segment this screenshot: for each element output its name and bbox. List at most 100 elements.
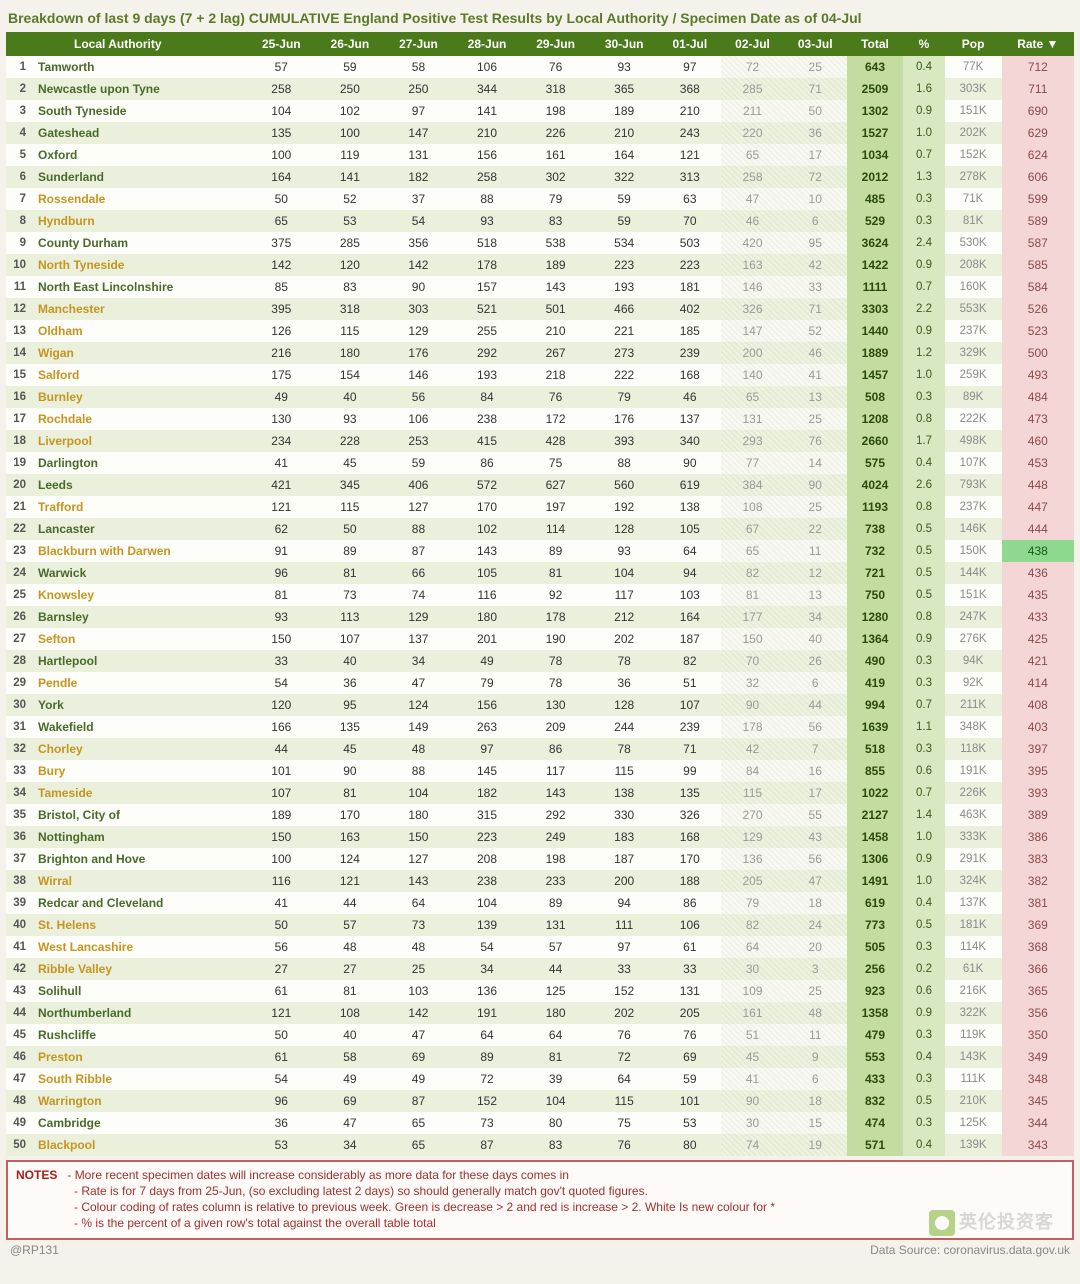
rate-value: 389 (1002, 804, 1074, 826)
rate-value: 382 (1002, 870, 1074, 892)
day-value: 209 (521, 716, 590, 738)
day-value: 57 (521, 936, 590, 958)
day-value: 420 (721, 232, 784, 254)
day-value: 79 (453, 672, 522, 694)
total-value: 1440 (847, 320, 904, 342)
day-value: 402 (658, 298, 721, 320)
table-row: 12Manchester3953183035215014664023267133… (6, 298, 1074, 320)
day-value: 25 (784, 408, 847, 430)
day-value: 47 (721, 188, 784, 210)
day-value: 258 (453, 166, 522, 188)
pct-value: 0.3 (903, 1024, 944, 1046)
table-row: 10North Tyneside142120142178189223223163… (6, 254, 1074, 276)
day-value: 572 (453, 474, 522, 496)
row-index: 47 (6, 1068, 32, 1090)
pop-value: 202K (945, 122, 1002, 144)
rate-value: 397 (1002, 738, 1074, 760)
day-value: 141 (316, 166, 385, 188)
local-authority: Manchester (32, 298, 247, 320)
local-authority: Lancaster (32, 518, 247, 540)
day-value: 137 (658, 408, 721, 430)
table-row: 36Nottingham1501631502232491831681294314… (6, 826, 1074, 848)
table-row: 2Newcastle upon Tyne25825025034431836536… (6, 78, 1074, 100)
day-value: 15 (784, 1112, 847, 1134)
day-value: 222 (590, 364, 659, 386)
day-value: 127 (384, 496, 453, 518)
day-value: 191 (453, 1002, 522, 1024)
rate-value: 448 (1002, 474, 1074, 496)
day-value: 210 (521, 320, 590, 342)
day-value: 135 (247, 122, 316, 144)
day-value: 143 (453, 540, 522, 562)
day-value: 121 (658, 144, 721, 166)
row-index: 32 (6, 738, 32, 760)
table-row: 28Hartlepool3340344978788270264900.394K4… (6, 650, 1074, 672)
day-value: 75 (590, 1112, 659, 1134)
day-value: 121 (247, 1002, 316, 1024)
day-value: 49 (453, 650, 522, 672)
day-value: 115 (316, 320, 385, 342)
row-index: 50 (6, 1134, 32, 1156)
day-value: 88 (453, 188, 522, 210)
row-index: 24 (6, 562, 32, 584)
day-value: 47 (784, 870, 847, 892)
day-value: 61 (247, 980, 316, 1002)
day-value: 131 (521, 914, 590, 936)
local-authority: Liverpool (32, 430, 247, 452)
day-value: 40 (784, 628, 847, 650)
day-value: 318 (521, 78, 590, 100)
day-value: 46 (784, 342, 847, 364)
total-value: 2127 (847, 804, 904, 826)
table-row: 3South Tyneside1041029714119818921021150… (6, 100, 1074, 122)
local-authority: North Tyneside (32, 254, 247, 276)
day-value: 10 (784, 188, 847, 210)
total-value: 3624 (847, 232, 904, 254)
day-value: 83 (316, 276, 385, 298)
pct-value: 1.1 (903, 716, 944, 738)
day-value: 59 (590, 188, 659, 210)
row-index: 6 (6, 166, 32, 188)
total-value: 1306 (847, 848, 904, 870)
row-index: 41 (6, 936, 32, 958)
pct-value: 0.5 (903, 584, 944, 606)
day-value: 189 (521, 254, 590, 276)
day-value: 156 (453, 694, 522, 716)
day-value: 340 (658, 430, 721, 452)
day-value: 375 (247, 232, 316, 254)
day-value: 69 (658, 1046, 721, 1068)
local-authority: Ribble Valley (32, 958, 247, 980)
row-index: 39 (6, 892, 32, 914)
day-value: 81 (316, 782, 385, 804)
day-value: 70 (721, 650, 784, 672)
day-value: 33 (784, 276, 847, 298)
local-authority: Pendle (32, 672, 247, 694)
day-value: 33 (658, 958, 721, 980)
note-line: - Rate is for 7 days from 25-Jun, (so ex… (16, 1184, 1064, 1198)
day-value: 17 (784, 144, 847, 166)
day-value: 101 (247, 760, 316, 782)
row-index: 31 (6, 716, 32, 738)
day-value: 395 (247, 298, 316, 320)
day-value: 239 (658, 342, 721, 364)
day-value: 70 (658, 210, 721, 232)
day-value: 36 (590, 672, 659, 694)
total-value: 433 (847, 1068, 904, 1090)
day-value: 131 (658, 980, 721, 1002)
day-value: 318 (316, 298, 385, 320)
total-value: 923 (847, 980, 904, 1002)
pop-value: 150K (945, 540, 1002, 562)
pct-value: 0.3 (903, 1068, 944, 1090)
day-value: 107 (247, 782, 316, 804)
rate-value: 386 (1002, 826, 1074, 848)
local-authority: Rochdale (32, 408, 247, 430)
day-value: 180 (316, 342, 385, 364)
total-value: 1491 (847, 870, 904, 892)
pop-value: 348K (945, 716, 1002, 738)
table-row: 23Blackburn with Darwen91898714389936465… (6, 540, 1074, 562)
day-value: 44 (247, 738, 316, 760)
row-index: 44 (6, 1002, 32, 1024)
day-value: 326 (721, 298, 784, 320)
rate-value: 356 (1002, 1002, 1074, 1024)
day-value: 129 (721, 826, 784, 848)
day-value: 292 (521, 804, 590, 826)
